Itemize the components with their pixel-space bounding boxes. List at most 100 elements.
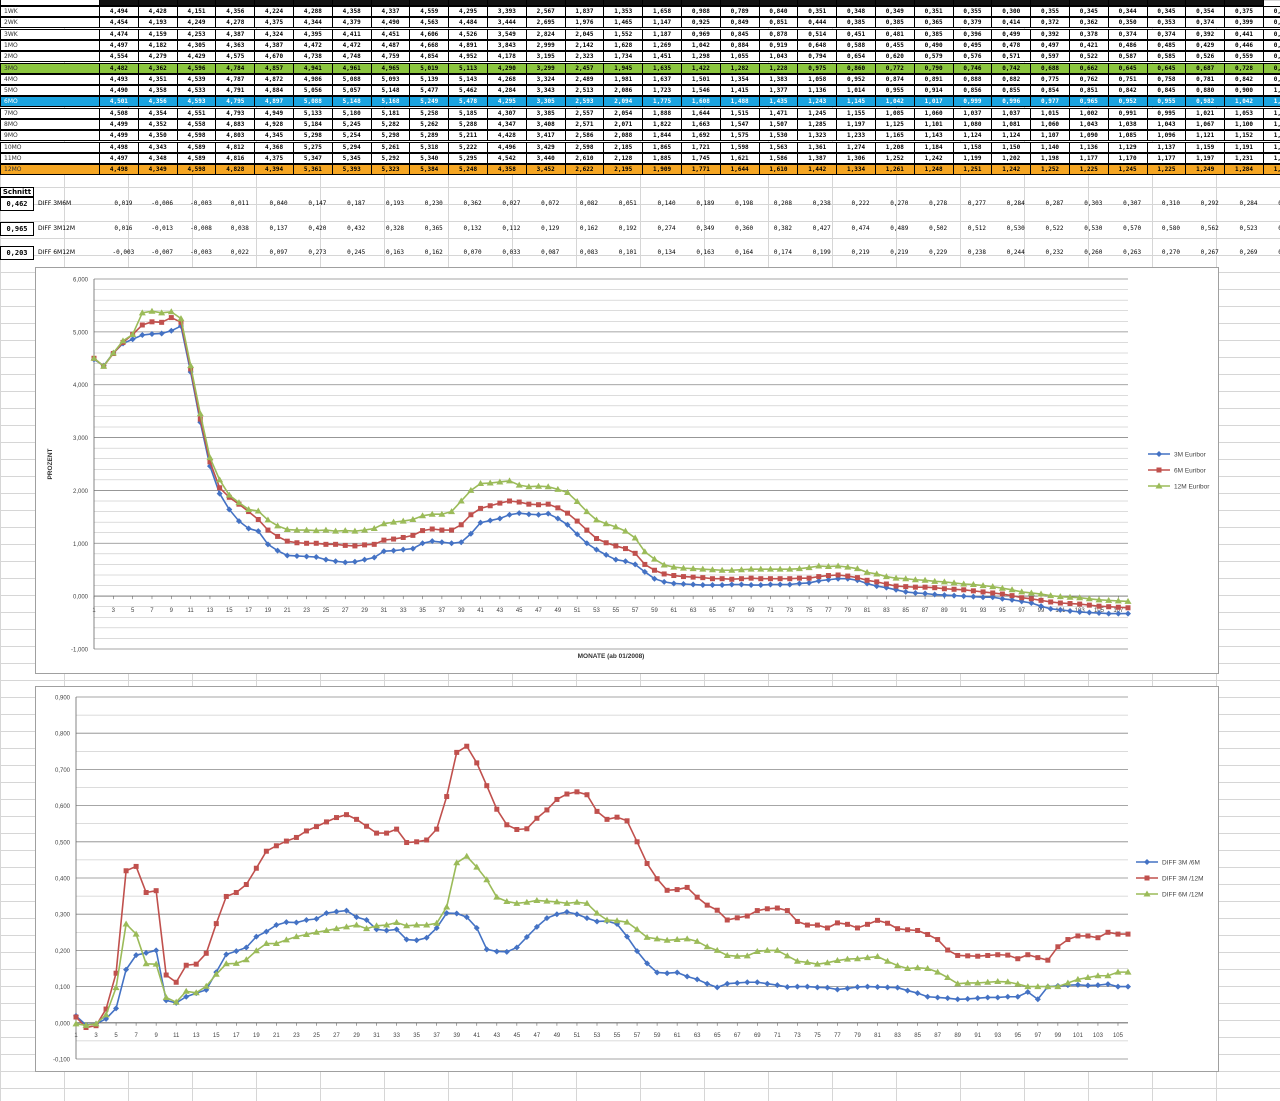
table-cell[interactable]: 1,225 [1069, 164, 1109, 176]
table-cell[interactable]: 1,197 [837, 119, 876, 130]
table-cell[interactable]: 4,249 [177, 17, 217, 29]
table-cell[interactable]: 1,422 [681, 62, 721, 74]
euribor-rates-chart[interactable]: -1,000 0,000 1,000 2,000 3,000 4,000 5,000 6,00… [35, 267, 1219, 674]
table-cell[interactable]: 1,909 [643, 164, 682, 176]
diff-cell[interactable]: 0,192 [618, 225, 637, 232]
table-cell[interactable]: 0,856 [953, 85, 993, 97]
table-cell[interactable]: 0,579 [914, 51, 954, 63]
table-cell[interactable]: 4,526 [449, 28, 488, 40]
table-cell[interactable]: 1,608 [681, 96, 721, 108]
diff-cell[interactable]: 0,140 [657, 200, 676, 207]
table-cell[interactable]: 1,121 [1186, 130, 1226, 142]
diff-cell[interactable]: 0,307 [1123, 200, 1142, 207]
table-cell[interactable]: 1,137 [1147, 141, 1187, 153]
table-cell[interactable]: 1,002 [1069, 107, 1109, 119]
table-cell[interactable]: 1,021 [1186, 107, 1226, 119]
table-cell[interactable]: 4,787 [216, 73, 256, 85]
table-cell[interactable]: 1,233 [837, 130, 876, 142]
diff-cell[interactable]: 0,269 [1239, 249, 1258, 256]
table-cell[interactable]: 0,429 [1186, 39, 1226, 51]
table-cell[interactable]: 1,053 [1225, 107, 1264, 119]
table-cell[interactable]: 1,202 [992, 152, 1032, 164]
table-cell[interactable]: 1,451 [643, 51, 682, 63]
table-cell[interactable]: 4,472 [332, 39, 372, 51]
series-1[interactable] [91, 315, 1131, 611]
table-cell[interactable]: 4,551 [177, 107, 217, 119]
diff-cell[interactable]: 0,274 [657, 225, 676, 232]
table-cell[interactable]: 2,088 [604, 130, 644, 142]
diff-cell[interactable]: -0,003 [112, 249, 135, 256]
table-cell[interactable]: 3,324 [526, 73, 566, 85]
table-cell[interactable]: 4,375 [255, 152, 294, 164]
table-cell[interactable]: 5,347 [293, 152, 333, 164]
table-cell[interactable]: 4,362 [138, 62, 178, 74]
diff-cell[interactable]: 0,208 [773, 200, 792, 207]
table-cell[interactable]: 1,242 [914, 152, 954, 164]
table-cell[interactable]: 0,925 [681, 17, 721, 29]
table-cell[interactable]: 0,995 [1147, 107, 1187, 119]
table-cell[interactable]: 0,514 [798, 28, 838, 40]
diff-cell[interactable]: 0,303 [1084, 200, 1103, 207]
table-cell[interactable]: 4,542 [487, 152, 527, 164]
diff-average[interactable]: 0,965 [0, 222, 34, 236]
table-cell[interactable]: 5,261 [371, 141, 411, 153]
table-cell[interactable]: 0,421 [1069, 39, 1109, 51]
table-cell[interactable]: 1,085 [875, 107, 915, 119]
table-cell[interactable]: 1,037 [953, 107, 993, 119]
table-cell[interactable]: 4,379 [332, 17, 372, 29]
table-cell[interactable]: 5,282 [371, 119, 411, 130]
table-cell[interactable]: 4,575 [216, 51, 256, 63]
table-cell[interactable]: 1,471 [759, 107, 799, 119]
table-cell[interactable]: 1,945 [604, 62, 644, 74]
table-cell[interactable]: 0,880 [1186, 85, 1226, 97]
table-cell[interactable]: 1,090 [1069, 130, 1109, 142]
table-cell[interactable]: 1,055 [720, 51, 760, 63]
table-cell[interactable]: 0,955 [1147, 96, 1187, 108]
table-cell[interactable]: 5,292 [371, 152, 411, 164]
table-cell[interactable]: 0,485 [1147, 39, 1187, 51]
table-cell[interactable]: 0,451 [837, 28, 876, 40]
diff-cell[interactable]: 0,101 [618, 249, 637, 256]
table-cell[interactable]: 4,387 [216, 28, 256, 40]
diff-average[interactable]: 0,462 [0, 197, 34, 211]
table-cell[interactable]: 1,043 [1147, 119, 1187, 130]
table-cell[interactable]: 5,148 [332, 96, 372, 108]
table-cell[interactable]: 0,900 [1225, 85, 1264, 97]
table-cell[interactable]: 5,184 [293, 119, 333, 130]
table-cell[interactable]: 0,751 [1108, 73, 1148, 85]
table-cell[interactable]: 0,497 [1031, 39, 1070, 51]
table-cell[interactable]: 1,193 [1263, 119, 1280, 130]
table-cell[interactable]: 0,845 [1147, 85, 1187, 97]
table-cell[interactable]: 1,085 [1108, 130, 1148, 142]
table-cell[interactable]: 0,988 [681, 6, 721, 17]
table-cell[interactable]: 0,597 [1031, 51, 1070, 63]
table-cell[interactable]: 0,669 [1263, 51, 1280, 63]
table-cell[interactable]: 0,355 [1031, 6, 1070, 17]
table-cell[interactable]: 5,295 [449, 152, 488, 164]
table-cell[interactable]: 1,143 [914, 130, 954, 142]
table-cell[interactable]: 4,812 [216, 141, 256, 153]
table-cell[interactable]: 4,354 [138, 107, 178, 119]
table-cell[interactable]: 0,550 [1263, 28, 1280, 40]
table-cell[interactable]: 0,350 [1108, 17, 1148, 29]
diff-cell[interactable]: 0,163 [696, 249, 715, 256]
table-cell[interactable]: 4,539 [177, 73, 217, 85]
table-cell[interactable]: 4,949 [255, 107, 294, 119]
table-cell[interactable]: 1,124 [992, 130, 1032, 142]
row-label[interactable]: 3MO [0, 62, 100, 74]
table-cell[interactable]: 4,351 [138, 73, 178, 85]
diff-cell[interactable]: 0,310 [1161, 200, 1180, 207]
table-cell[interactable]: 0,952 [837, 73, 876, 85]
table-cell[interactable]: 1,373 [1263, 164, 1280, 176]
table-cell[interactable]: 4,394 [255, 164, 294, 176]
diff-cell[interactable]: 0,083 [579, 249, 598, 256]
table-cell[interactable]: 4,606 [410, 28, 450, 40]
diff-cell[interactable]: -0,006 [151, 200, 174, 207]
table-cell[interactable]: 1,014 [837, 85, 876, 97]
table-cell[interactable]: 0,789 [720, 6, 760, 17]
table-cell[interactable]: 5,019 [410, 62, 450, 74]
table-cell[interactable]: 5,345 [332, 152, 372, 164]
diff-cell[interactable]: 0,263 [1123, 249, 1142, 256]
table-cell[interactable]: 2,195 [604, 164, 644, 176]
table-cell[interactable]: 1,060 [914, 107, 954, 119]
